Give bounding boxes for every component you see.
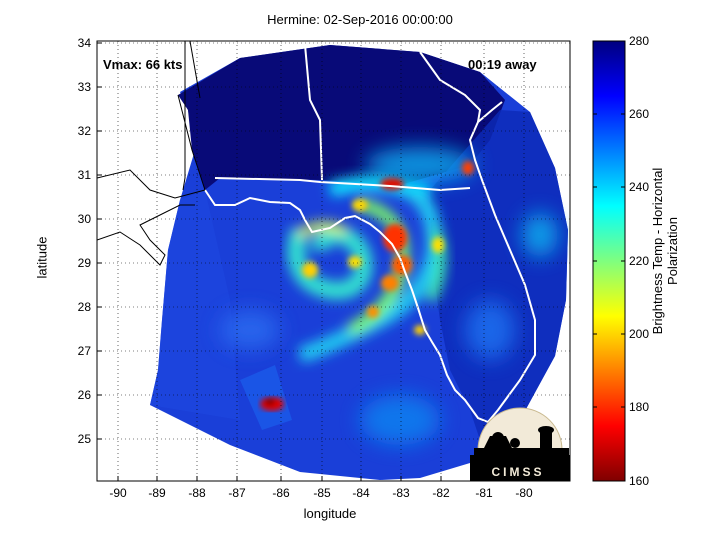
lat-tick-label: 29 (78, 256, 92, 270)
time-away-label: 00:19 away (468, 57, 537, 72)
colorbar-tick-label: 220 (629, 254, 649, 268)
colorbar-tick-label: 260 (629, 107, 649, 121)
grid-lines (97, 41, 570, 481)
lon-tick-label: -80 (515, 486, 533, 500)
lat-tick-label: 28 (78, 300, 92, 314)
colorbar-tick-label: 240 (629, 180, 649, 194)
lat-tick-label: 33 (78, 80, 92, 94)
colorbar-tick-label: 200 (629, 327, 649, 341)
y-axis-label: latitude (34, 236, 50, 279)
lat-tick-label: 30 (78, 212, 92, 226)
lon-tick-label: -84 (352, 486, 370, 500)
colorbar-tick-label: 160 (629, 474, 649, 488)
colorbar-tick-label: 280 (629, 34, 649, 48)
lon-tick-label: -89 (148, 486, 166, 500)
colorbar (592, 40, 626, 482)
lon-tick-label: -85 (313, 486, 331, 500)
colorbar-tick-labels: 280 260 240 220 200 180 160 (629, 34, 649, 488)
x-axis-label: longitude (303, 506, 357, 521)
lon-tick-labels: -90 -89 -88 -87 -86 -85 -84 -83 -82 -81 … (109, 486, 533, 500)
lat-tick-label: 31 (78, 168, 92, 182)
lon-tick-label: -90 (109, 486, 127, 500)
cimss-logo: CIMSS (470, 407, 570, 481)
logo-text: CIMSS (491, 465, 544, 479)
lon-tick-label: -82 (432, 486, 450, 500)
lon-tick-label: -88 (188, 486, 206, 500)
vmax-label: Vmax: 66 kts (103, 57, 183, 72)
colorbar-label: Brightness Temp - Horizontal Polarizatio… (650, 167, 680, 335)
coastline-overlay (204, 44, 536, 423)
lat-tick-label: 27 (78, 344, 92, 358)
lon-tick-label: -87 (228, 486, 246, 500)
lon-tick-label: -83 (392, 486, 410, 500)
lat-tick-label: 32 (78, 124, 92, 138)
map-title: Hermine: 02-Sep-2016 00:00:00 (267, 12, 453, 27)
lat-tick-label: 25 (78, 432, 92, 446)
colorbar-tick-label: 180 (629, 400, 649, 414)
lat-tick-labels: 34 33 32 31 30 29 28 27 26 25 (78, 36, 92, 446)
lat-tick-label: 26 (78, 388, 92, 402)
lon-tick-label: -81 (475, 486, 493, 500)
lat-tick-label: 34 (78, 36, 92, 50)
lon-tick-label: -86 (272, 486, 290, 500)
